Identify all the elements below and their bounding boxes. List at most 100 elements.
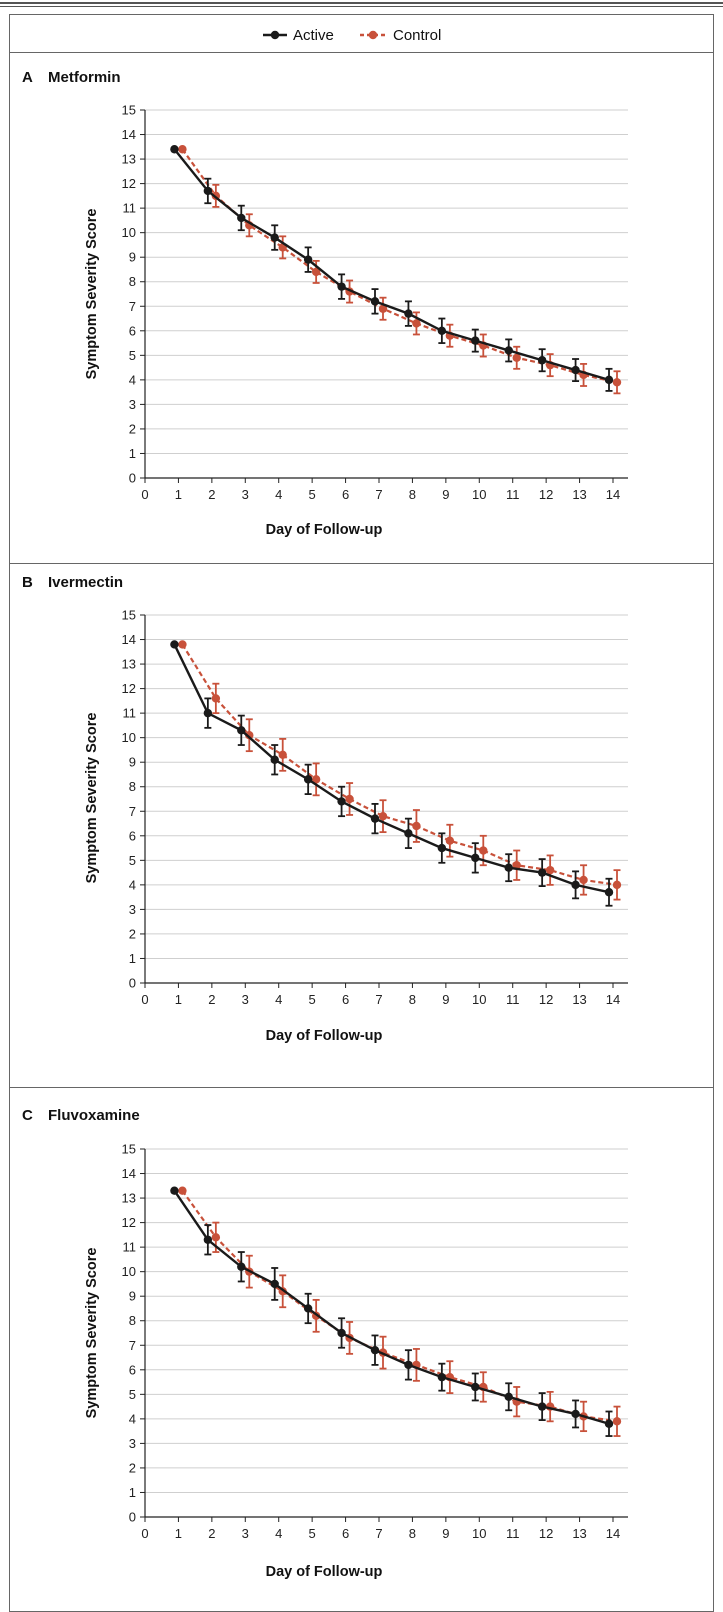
- panel-c-active-point: [537, 1402, 547, 1411]
- panel-a-active-point: [203, 186, 213, 196]
- panel-a-y-tick-label: 3: [129, 397, 136, 412]
- panel-a-y-tick-label: 9: [129, 250, 136, 265]
- panel-c-active-point: [303, 1304, 313, 1313]
- panel-b-control-point: [545, 865, 555, 875]
- panel-c-y-tick-label: 15: [122, 1142, 136, 1157]
- panel-c-x-tick-label: 6: [342, 1526, 349, 1541]
- panel-c-y-tick-label: 10: [122, 1264, 136, 1279]
- panel-a-active-point: [404, 309, 413, 318]
- panel-a-xlabel: Day of Follow-up: [266, 522, 383, 538]
- panel-a-active-point: [370, 297, 380, 306]
- panel-a-y-tick-label: 15: [122, 103, 136, 118]
- panel-c-x-tick-label: 4: [275, 1526, 282, 1541]
- panel-b-xlabel: Day of Follow-up: [266, 1028, 383, 1044]
- panel-c-control-point: [178, 1186, 187, 1195]
- panel-b-active-point: [170, 640, 179, 649]
- legend: Active Control: [263, 27, 441, 44]
- legend-control-label: Control: [393, 27, 441, 44]
- panel-b-y-tick-label: 13: [122, 657, 136, 672]
- panel-c-x-tick-label: 12: [539, 1526, 553, 1541]
- panel-b-y-tick-label: 11: [123, 706, 137, 721]
- panel-a-active-line: [173, 148, 610, 382]
- panel-c: C Fluvoxamine Day of Follow-up Symptom S…: [22, 1107, 628, 1580]
- panel-b-letter: B: [22, 574, 33, 591]
- panel-b-x-tick-label: 1: [175, 992, 182, 1007]
- panel-a-x-tick-label: 4: [275, 487, 282, 502]
- panel-b-active-point: [604, 888, 614, 897]
- panel-b-active-point: [337, 797, 346, 806]
- panel-a-y-tick-label: 13: [122, 152, 136, 167]
- panel-c-y-tick-label: 9: [129, 1289, 136, 1304]
- panel-b-y-tick-label: 10: [122, 730, 136, 745]
- panel-a-x-tick-label: 10: [472, 487, 486, 502]
- panel-c-letter: C: [22, 1107, 33, 1124]
- panel-a-y-tick-label: 7: [129, 299, 136, 314]
- panel-c-y-tick-label: 0: [129, 1510, 136, 1525]
- panel-c-x-tick-label: 9: [442, 1526, 449, 1541]
- panel-b-x-tick-label: 7: [375, 992, 382, 1007]
- panel-a-control-point: [311, 267, 321, 277]
- panel-c-active-point: [471, 1382, 480, 1392]
- panel-a-control-point: [178, 145, 187, 154]
- panel-a-x-tick-label: 9: [442, 487, 449, 502]
- panel-b-y-tick-label: 12: [122, 681, 136, 696]
- panel-c-x-tick-label: 7: [375, 1526, 382, 1541]
- panel-b-active-point: [437, 843, 447, 853]
- panel-b-y-tick-label: 14: [122, 632, 136, 647]
- panel-a-control-point: [612, 378, 622, 387]
- panel-b-active-point: [370, 814, 380, 823]
- panel-a-active-point: [303, 255, 313, 264]
- panel-a-y-tick-label: 4: [129, 372, 136, 387]
- panel-b-x-tick-label: 0: [141, 992, 148, 1007]
- panel-b-x-tick-label: 14: [606, 992, 620, 1007]
- panel-a-x-tick-label: 5: [309, 487, 316, 502]
- panel-c-y-tick-label: 4: [129, 1411, 136, 1426]
- panel-a-y-tick-label: 1: [129, 446, 136, 461]
- panel-b-y-tick-label: 9: [129, 755, 136, 770]
- panel-b-control-point: [512, 861, 521, 870]
- panel-c-x-tick-label: 14: [606, 1526, 620, 1541]
- panel-c-y-tick-label: 13: [122, 1191, 136, 1206]
- panel-c-x-tick-label: 13: [572, 1526, 586, 1541]
- legend-item-active: Active: [263, 27, 334, 44]
- panel-c-active-point: [370, 1345, 380, 1355]
- panel-b-x-tick-label: 8: [409, 992, 416, 1007]
- panel-b-y-tick-label: 5: [129, 853, 136, 868]
- panel-b-y-tick-label: 6: [129, 828, 136, 843]
- panel-b-control-point: [178, 640, 187, 649]
- panel-c-y-tick-label: 11: [123, 1240, 137, 1255]
- panel-a-active-point: [471, 336, 480, 345]
- panel-c-x-tick-label: 0: [141, 1526, 148, 1541]
- panel-a-letter: A: [22, 69, 33, 86]
- panel-b-control-point: [479, 846, 488, 855]
- legend-active-marker-icon: [270, 30, 280, 40]
- panel-b-active-point: [270, 755, 279, 764]
- panel-c-y-tick-label: 12: [122, 1215, 136, 1230]
- panel-a-y-tick-label: 5: [129, 348, 136, 363]
- panel-a-y-tick-label: 8: [129, 274, 136, 289]
- panel-b-y-tick-label: 7: [129, 804, 136, 819]
- panel-a-active-point: [537, 356, 547, 365]
- panel-c-y-tick-label: 8: [129, 1313, 136, 1328]
- panel-c-y-tick-label: 6: [129, 1362, 136, 1377]
- panel-a-control-point: [412, 319, 421, 328]
- panel-a-control-line: [181, 148, 618, 384]
- panel-c-active-point: [504, 1392, 513, 1401]
- panel-c-x-tick-label: 3: [242, 1526, 249, 1541]
- panel-a-active-point: [337, 282, 346, 291]
- panel-b-x-tick-label: 11: [506, 992, 520, 1007]
- panel-b-control-point: [445, 836, 455, 845]
- panel-a: A Metformin Day of Follow-up Symptom Sev…: [22, 69, 628, 538]
- panel-c-x-tick-label: 2: [208, 1526, 215, 1541]
- legend-item-control: Control: [360, 27, 441, 44]
- panel-a-control-point: [512, 353, 521, 362]
- panel-c-title: Fluvoxamine: [48, 1107, 140, 1124]
- panel-b-x-tick-label: 9: [442, 992, 449, 1007]
- panel-c-x-tick-label: 10: [472, 1526, 486, 1541]
- panel-a-y-tick-label: 12: [122, 176, 136, 191]
- panel-a-active-point: [170, 145, 179, 154]
